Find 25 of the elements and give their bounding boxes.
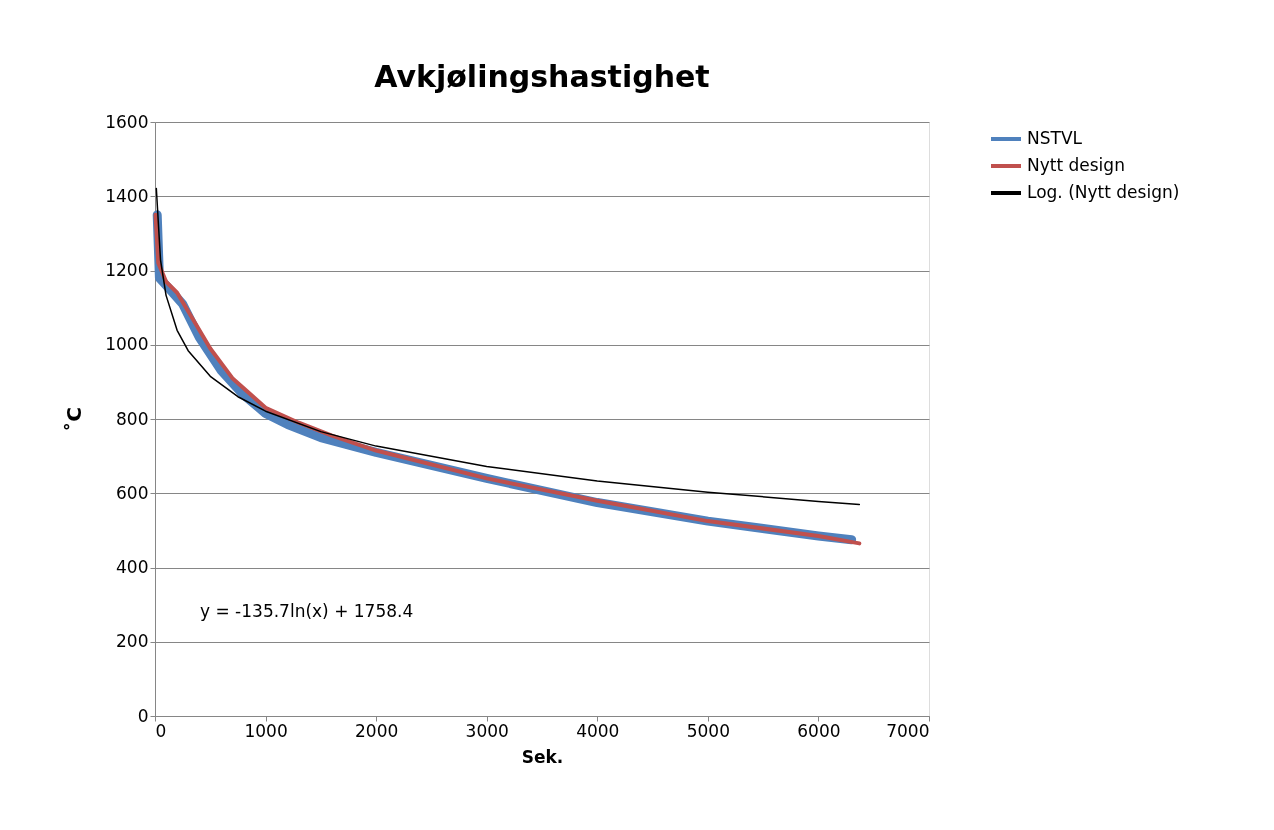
y-tick-label: 1000 [105, 334, 149, 355]
x-tick-label: 3000 [465, 720, 509, 741]
x-tick-label: 7000 [886, 720, 930, 741]
y-tick-label: 800 [116, 408, 149, 429]
x-tick-label: 2000 [355, 720, 399, 741]
y-tick-label: 600 [116, 482, 149, 503]
x-tick-label: 4000 [576, 720, 620, 741]
y-axis-title: ˚C [62, 407, 87, 432]
y-tick-label: 1600 [105, 111, 149, 132]
chart-title: Avkjølingshastighet [374, 59, 710, 94]
x-tick-label: 5000 [686, 720, 730, 741]
x-axis-title: Sek. [521, 746, 564, 767]
y-tick-label: 1200 [105, 260, 149, 280]
legend-label: Log. (Nytt design) [1027, 182, 1180, 202]
y-tick-label: 400 [116, 557, 149, 577]
y-tick-label: 0 [137, 705, 149, 726]
x-tick-label: 6000 [797, 720, 841, 741]
y-tick-label: 1400 [105, 185, 149, 206]
y-tick-label: 200 [116, 631, 149, 652]
line-series [155, 187, 861, 506]
annotation: y = -135.7ln(x) + 1758.4 [200, 601, 414, 621]
legend-label: NSTVL [1027, 128, 1083, 148]
x-tick-label: 0 [155, 720, 167, 741]
legend-label: Nytt design [1027, 155, 1125, 175]
x-tick-label: 1000 [244, 720, 288, 741]
